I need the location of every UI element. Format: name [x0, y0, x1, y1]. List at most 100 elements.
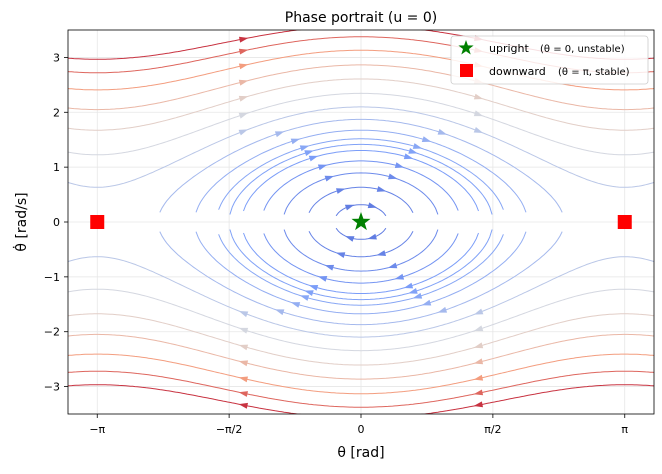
stream-arrow: [299, 295, 310, 301]
streamline: [195, 129, 527, 213]
stream-arrow: [437, 306, 448, 313]
stream-arrow: [473, 401, 483, 408]
streamline: [68, 313, 654, 366]
streamline: [229, 229, 493, 301]
stream-arrow: [238, 402, 248, 409]
streamline: [68, 256, 654, 338]
streamline: [68, 106, 654, 188]
stream-arrow: [274, 131, 285, 138]
stream-arrow: [304, 150, 314, 156]
y-tick-label: 0: [53, 216, 60, 229]
stream-arrow: [412, 143, 423, 149]
stream-arrow: [344, 204, 355, 211]
streamline: [218, 138, 504, 210]
stream-arrow: [238, 48, 249, 55]
streamline: [68, 384, 654, 414]
stream-arrow: [238, 376, 248, 383]
stream-arrow: [308, 155, 319, 162]
x-tick-label: −π/2: [216, 423, 243, 436]
stream-arrow: [473, 127, 484, 133]
streamline: [68, 333, 654, 380]
stream-arrow: [317, 164, 328, 171]
stream-arrow: [388, 173, 398, 180]
stream-arrow: [324, 264, 335, 271]
stream-arrow: [403, 282, 414, 289]
streamlines: [68, 30, 654, 414]
legend-square-marker: [460, 64, 473, 77]
streamline: [335, 204, 387, 217]
stream-arrow: [387, 262, 398, 269]
stream-arrow: [473, 389, 484, 396]
legend-box: [450, 35, 649, 85]
x-axis-label: θ [rad]: [337, 445, 384, 461]
stream-arrow: [308, 285, 319, 291]
streamline: [283, 229, 439, 272]
equilibria-markers: [90, 212, 632, 231]
streamline: [68, 64, 654, 111]
stream-arrow: [421, 299, 432, 306]
stream-arrow: [421, 136, 432, 142]
streamline: [308, 231, 414, 258]
legend-star-marker: [458, 40, 474, 55]
streamline: [308, 186, 414, 213]
stream-arrow: [367, 202, 378, 209]
stream-arrow: [473, 93, 484, 100]
chart-title: Phase portrait (u = 0): [285, 10, 437, 26]
legend-upright-detail: (θ = 0, unstable): [540, 44, 625, 55]
legend: upright (θ = 0, unstable) downward (θ = …: [450, 35, 649, 85]
x-tick-label: −π: [89, 423, 105, 436]
stream-arrow: [238, 129, 249, 136]
stream-arrow: [473, 308, 484, 315]
streamline: [243, 150, 479, 212]
stream-arrow: [239, 36, 249, 43]
y-tick-label: 2: [53, 106, 60, 119]
stream-arrow: [473, 358, 484, 365]
streamline: [68, 78, 654, 131]
stream-arrow: [394, 273, 405, 280]
equilibrium-downward-marker: [617, 215, 632, 229]
streamline: [335, 227, 387, 240]
stream-arrow: [274, 309, 285, 316]
y-tick-label: −3: [44, 381, 60, 394]
stream-arrow: [304, 290, 314, 296]
x-tick-label: π/2: [484, 423, 501, 436]
streamline: [283, 172, 439, 215]
stream-arrow: [238, 327, 249, 334]
streamline: [68, 353, 654, 395]
x-axis-ticks: −π −π/2 0 π/2 π: [89, 414, 628, 436]
stream-arrow: [394, 162, 405, 168]
stream-arrow: [238, 360, 249, 367]
streamline: [218, 234, 504, 306]
stream-arrow: [473, 342, 484, 349]
stream-arrow: [345, 236, 355, 242]
stream-arrow: [376, 186, 387, 192]
stream-arrow: [403, 153, 414, 160]
y-axis-ticks: −3 −2 −1 0 1 2 3: [44, 51, 68, 394]
stream-arrow: [367, 233, 377, 240]
y-tick-label: 1: [53, 161, 60, 174]
streamline: [195, 231, 527, 315]
stream-arrow: [408, 148, 418, 154]
stream-arrow: [317, 276, 328, 282]
stream-arrow: [324, 175, 335, 182]
stream-arrow: [437, 128, 448, 135]
streamline: [68, 288, 654, 352]
legend-upright-label: upright: [489, 42, 529, 55]
stream-arrow: [238, 79, 249, 86]
equilibrium-downward-mirror-marker: [90, 215, 105, 229]
stream-arrow: [238, 391, 248, 397]
stream-arrow: [299, 145, 310, 152]
streamline: [68, 92, 654, 156]
streamline: [68, 370, 654, 408]
x-tick-label: 0: [358, 423, 365, 436]
stream-arrow: [376, 250, 386, 256]
stream-arrow: [335, 252, 346, 258]
legend-downward-label: downward: [489, 65, 546, 78]
streamline: [159, 231, 563, 326]
stream-arrow: [238, 95, 249, 102]
streamline: [243, 232, 479, 294]
stream-arrow: [336, 188, 346, 194]
stream-arrow: [473, 374, 484, 381]
